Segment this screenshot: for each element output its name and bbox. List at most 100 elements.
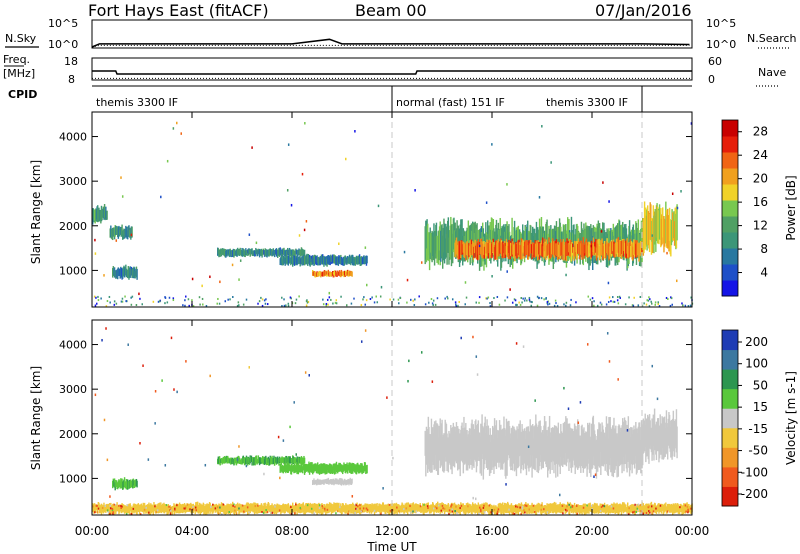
power-colorbar-label: Power [dB]: [784, 175, 798, 240]
heatmap-cell: [281, 304, 283, 307]
heatmap-cell: [382, 487, 384, 490]
heatmap-cell: [594, 473, 597, 476]
heatmap-cell: [254, 505, 257, 508]
heatmap-cell: [650, 302, 653, 305]
heatmap-cell: [513, 298, 516, 301]
heatmap-cell: [241, 504, 244, 507]
heatmap-cell: [457, 304, 459, 307]
heatmap-cell: [582, 506, 585, 509]
heatmap-cell: [266, 511, 269, 514]
heatmap-cell: [295, 453, 297, 456]
heatmap-cell: [251, 146, 253, 149]
heatmap-cell: [441, 504, 444, 507]
heatmap-cell: [304, 122, 306, 125]
heatmap-cell: [366, 283, 368, 287]
heatmap-cell: [406, 301, 408, 304]
heatmap-cell: [166, 159, 169, 163]
heatmap-cell: [130, 512, 133, 515]
heatmap-cell: [109, 504, 111, 507]
heatmap-cell: [136, 480, 138, 488]
heatmap-cell: [121, 505, 123, 508]
beam-title: Beam 00: [355, 1, 427, 20]
heatmap-cell: [94, 238, 96, 242]
power-heatmap: [92, 121, 694, 308]
heatmap-cell: [530, 304, 533, 307]
heatmap-cell: [257, 504, 259, 507]
cpid-segment-label: themis 3300 IF: [96, 96, 178, 109]
heatmap-cell: [305, 300, 308, 303]
heatmap-cell: [436, 297, 439, 300]
heatmap-cell: [283, 304, 286, 307]
heatmap-cell: [147, 458, 150, 461]
heatmap-cell: [270, 511, 272, 514]
heatmap-cell: [515, 227, 518, 230]
heatmap-cell: [386, 507, 388, 510]
heatmap-cell: [472, 496, 474, 500]
heatmap-cell: [307, 300, 310, 303]
heatmap-cell: [689, 304, 692, 307]
heatmap-cell: [616, 296, 619, 299]
velocity-y-ticks: 1000 2000 3000 4000: [59, 339, 692, 485]
heatmap-cell: [566, 509, 568, 512]
heatmap-cell: [652, 510, 655, 513]
heatmap-cell: [546, 302, 549, 305]
heatmap-cell: [118, 504, 120, 507]
heatmap-cell: [651, 512, 653, 515]
heatmap-cell: [109, 512, 111, 515]
heatmap-cell: [496, 512, 498, 515]
heatmap-cell: [124, 295, 126, 298]
heatmap-cell: [160, 195, 162, 199]
heatmap-cell: [651, 234, 653, 237]
heatmap-cell: [665, 296, 668, 299]
heatmap-cell: [199, 303, 201, 306]
heatmap-cell: [386, 396, 388, 399]
heatmap-cell: [595, 238, 597, 253]
heatmap-cell: [509, 288, 511, 291]
heatmap-cell: [448, 513, 450, 516]
heatmap-cell: [506, 296, 509, 299]
heatmap-cell: [217, 512, 220, 515]
heatmap-cell: [570, 298, 572, 301]
colorbar-swatch: [722, 369, 738, 390]
heatmap-cell: [599, 301, 602, 304]
heatmap-cell: [446, 295, 448, 298]
heatmap-cell: [530, 300, 533, 303]
heatmap-cell: [389, 298, 391, 301]
heatmap-cell: [538, 196, 541, 199]
heatmap-cell: [222, 503, 225, 506]
heatmap-cell: [392, 456, 394, 460]
heatmap-cell: [596, 304, 599, 307]
heatmap-cell: [333, 467, 336, 475]
heatmap-cell: [345, 304, 348, 307]
heatmap-cell: [680, 190, 682, 193]
heatmap-cell: [589, 298, 592, 301]
heatmap-cell: [397, 298, 400, 301]
heatmap-cell: [365, 299, 368, 302]
heatmap-cell: [423, 503, 425, 506]
freq-tick-left-top: 18: [64, 55, 78, 68]
velocity-colorbar-ticks: 200 100 50 15 -15 -50 -100 -200: [738, 335, 768, 501]
heatmap-cell: [194, 506, 197, 509]
velocity-colorbar-label: Velocity [m s-1]: [784, 371, 798, 465]
heatmap-cell: [442, 507, 444, 510]
colorbar-swatch: [722, 248, 738, 265]
heatmap-cell: [566, 505, 568, 508]
heatmap-cell: [266, 303, 269, 306]
heatmap-cell: [645, 511, 648, 514]
heatmap-cell: [245, 464, 248, 468]
heatmap-cell: [658, 305, 661, 308]
heatmap-cell: [602, 504, 604, 507]
heatmap-cell: [681, 507, 683, 515]
heatmap-cell: [120, 507, 122, 510]
heatmap-cell: [478, 301, 480, 304]
heatmap-cell: [474, 497, 477, 501]
heatmap-cell: [524, 297, 526, 300]
heatmap-cell: [283, 298, 285, 301]
heatmap-cell: [327, 303, 329, 306]
colorbar-tick-label: 16: [753, 195, 768, 209]
heatmap-cell: [198, 296, 201, 299]
heatmap-cell: [521, 507, 524, 510]
heatmap-cell: [600, 230, 603, 233]
heatmap-cell: [487, 296, 490, 299]
heatmap-cell: [237, 301, 240, 304]
